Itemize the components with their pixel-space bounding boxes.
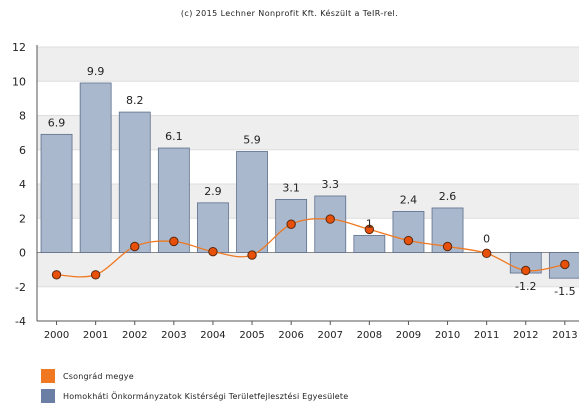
y-tick-label: 10 — [12, 75, 26, 88]
grid-bands — [37, 47, 579, 287]
legend-label: Csongrád megye — [63, 371, 134, 381]
bar-value-label: -1.2 — [515, 280, 536, 293]
x-tick-label: 2001 — [83, 330, 108, 341]
bar — [157, 147, 190, 253]
bar-value-label: 5.9 — [243, 133, 261, 146]
line-point — [130, 241, 140, 252]
line-point — [481, 248, 492, 259]
bar — [118, 111, 151, 253]
x-tick-label: 2012 — [513, 330, 538, 341]
y-tick-label: 4 — [19, 178, 26, 191]
bar — [197, 202, 229, 253]
x-tick-label: 2004 — [200, 330, 225, 341]
copyright-text: (c) 2015 Lechner Nonprofit Kft. Készült … — [180, 9, 399, 18]
legend-item-line-series: Csongrád megye — [41, 369, 134, 383]
line-point — [208, 246, 218, 257]
line-point — [325, 214, 335, 224]
bar-value-label: 0 — [483, 233, 490, 246]
bar-value-label: 1 — [366, 217, 373, 230]
legend-item-bar-series: Homokháti Önkormányzatok Kistérségi Terü… — [41, 389, 348, 403]
bar — [353, 234, 386, 253]
line-point — [286, 219, 296, 229]
bar-value-label: 2.6 — [439, 190, 457, 203]
bar-series — [40, 82, 579, 279]
y-tick-label: -4 — [15, 315, 26, 328]
bar-value-label: 2.9 — [204, 185, 222, 198]
x-tick-label: 2011 — [474, 330, 499, 341]
x-tick-label: 2007 — [318, 330, 343, 341]
bar — [79, 82, 112, 253]
grid-band — [37, 184, 579, 219]
x-tick-label: 2002 — [122, 330, 147, 341]
y-tick-label: -2 — [15, 281, 26, 294]
y-axis-ticks: -4 -2 0 2 4 6 8 10 12 — [12, 41, 26, 328]
bar-value-label: 8.2 — [126, 94, 144, 107]
line-point — [90, 270, 101, 280]
x-tick-label: 2008 — [357, 330, 382, 341]
x-axis-ticks: 2000 2001 2002 2003 2004 2005 2006 2007 2008 2009… — [44, 321, 578, 341]
y-tick-label: 12 — [12, 41, 26, 54]
legend-swatch-orange — [41, 369, 55, 383]
line-point — [442, 241, 453, 252]
line-point — [169, 236, 179, 247]
legend-label: Homokháti Önkormányzatok Kistérségi Terü… — [63, 391, 349, 401]
y-tick-label: 6 — [19, 144, 26, 157]
line-point — [521, 265, 531, 276]
axes — [36, 45, 579, 322]
x-tick-label: 2000 — [44, 330, 69, 341]
line-point — [364, 224, 375, 235]
x-tick-label: 2003 — [161, 330, 186, 341]
bar-value-label: 3.1 — [282, 181, 300, 194]
x-tick-label: 2009 — [396, 330, 421, 341]
bar-value-label: 6.9 — [48, 116, 66, 129]
line-point — [403, 235, 414, 246]
legend-swatch-blue — [41, 389, 55, 403]
line-point — [51, 270, 62, 280]
x-tick-label: 2013 — [552, 330, 577, 341]
y-tick-label: 8 — [19, 110, 26, 123]
x-tick-label: 2006 — [278, 330, 303, 341]
y-tick-label: 2 — [19, 212, 26, 225]
y-tick-label: 0 — [19, 247, 26, 260]
grid-band — [37, 252, 579, 287]
bar — [314, 195, 347, 253]
x-tick-label: 2010 — [435, 330, 460, 341]
line-point — [247, 250, 257, 260]
grid-band — [37, 47, 579, 82]
bar-value-label: 6.1 — [165, 130, 183, 143]
line-series — [51, 214, 570, 280]
bar — [392, 210, 425, 253]
bar-value-label: 2.4 — [400, 193, 418, 206]
bar-value-label: -1.5 — [554, 285, 575, 298]
bar-value-label: 9.9 — [87, 65, 105, 78]
grid-band — [37, 115, 579, 150]
bar-value-label: 3.3 — [322, 178, 340, 191]
x-tick-label: 2005 — [239, 330, 264, 341]
bar — [40, 133, 73, 253]
bar — [236, 151, 268, 253]
line-point — [560, 259, 570, 270]
bar-labels: 6.9 9.9 8.2 6.1 2.9 5.9 3.1 3.3 1 2.4 2.6 0 -1.2 -1.5 — [48, 65, 576, 298]
